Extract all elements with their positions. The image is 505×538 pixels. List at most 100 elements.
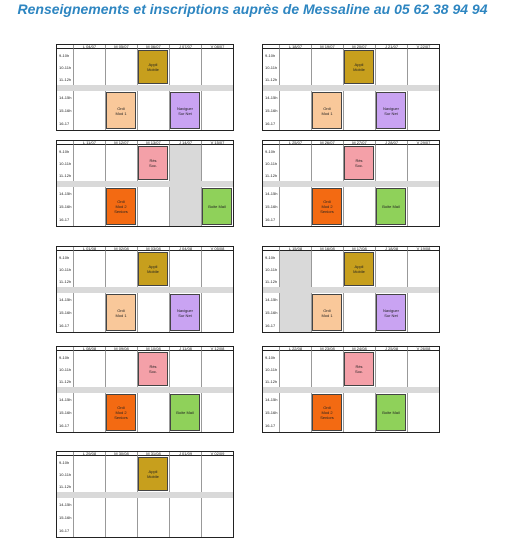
day-header: M 17/08 (343, 247, 375, 251)
time-slot-label: 15-16h (265, 108, 278, 113)
time-slot-label: 9-10h (265, 354, 276, 360)
time-slot-label: 10-11h (265, 160, 278, 166)
workshop-block[interactable]: Ordi Mod 2 Seniors (106, 188, 136, 225)
day-header: J 28/07 (375, 141, 407, 145)
workshop-block[interactable]: Ordi Mod 2 Seniors (312, 394, 342, 431)
workshop-block[interactable]: Ordi Mod 2 Seniors (312, 188, 342, 225)
day-header: V 05/08 (201, 247, 233, 251)
day-header: M 13/07 (137, 141, 169, 145)
lunch-break-bar (57, 181, 233, 187)
day-header: M 26/07 (311, 141, 343, 145)
workshop-label: Seniors (114, 415, 128, 420)
workshop-label: Mod 1 (115, 110, 127, 116)
workshop-block[interactable]: Naviguer Sur Net (376, 92, 406, 129)
workshop-block[interactable]: Naviguer Sur Net (376, 294, 406, 331)
workshop-block[interactable]: Appli Mobile (138, 457, 168, 491)
workshop-label: Mod 1 (321, 312, 333, 318)
workshop-block[interactable]: Naviguer Sur Net (170, 294, 200, 331)
time-slot-label: 9-10h (59, 52, 70, 58)
time-slot-label: 11-12h (265, 278, 278, 284)
lunch-break-bar (263, 85, 439, 91)
workshop-block[interactable]: Appli Mobile (138, 252, 168, 286)
workshop-label: Mobile (147, 67, 159, 72)
time-slot-label: 16-17 (59, 528, 70, 533)
workshop-label: Soc. (148, 369, 157, 374)
workshop-label: Ordi (117, 105, 125, 111)
lunch-break-bar (263, 287, 439, 293)
workshop-label: Ordi (323, 105, 331, 111)
time-slot-label: 9-10h (59, 459, 70, 465)
lunch-break-bar (57, 85, 233, 91)
day-header: M 31/08 (137, 452, 169, 456)
workshop-block[interactable]: Boite Mail (202, 188, 232, 225)
header-corner (57, 45, 73, 49)
time-slot-label: 15-16h (265, 204, 278, 209)
week-schedule: L 29/08 M 30/08 M 31/08 J 01/09 V 02/09 9-10h… (56, 451, 234, 538)
day-header: V 15/07 (201, 141, 233, 145)
week-schedule: L 15/08 M 16/08 M 17/08 J 18/08 V 19/08 9-10h… (262, 246, 440, 333)
workshop-block[interactable]: Boite Mail (170, 394, 200, 431)
workshop-label: Mod 1 (115, 312, 127, 318)
day-header: M 30/08 (105, 452, 137, 456)
day-header: V 02/09 (201, 452, 233, 456)
time-slot-label: 15-16h (265, 310, 278, 315)
workshop-label: Soc. (354, 163, 363, 168)
day-header: L 11/07 (73, 141, 105, 145)
time-slot-label: 10-11h (265, 266, 278, 272)
workshop-label: Naviguer (176, 307, 193, 313)
time-slot-label: 11-12h (265, 378, 278, 384)
day-header: M 06/07 (137, 45, 169, 49)
workshop-block[interactable]: Appli Mobile (344, 252, 374, 286)
workshop-label: Boite Mail (382, 204, 400, 209)
workshop-block[interactable]: Ordi Mod 1 (106, 294, 136, 331)
day-header: L 08/08 (73, 347, 105, 351)
day-header: V 29/07 (407, 141, 439, 145)
week-schedule: L 08/08 M 09/08 M 10/08 J 11/08 V 12/08 9-10h… (56, 346, 234, 433)
workshop-block[interactable]: Rés Soc. (138, 352, 168, 386)
time-slot-label: 11-12h (265, 172, 278, 178)
header-corner (263, 347, 279, 351)
time-slot-label: 9-10h (59, 148, 70, 154)
time-slot-label: 16-17 (265, 323, 276, 328)
workshop-label: Boite Mail (208, 204, 226, 209)
workshop-label: Seniors (320, 415, 334, 420)
workshop-label: Naviguer (382, 105, 399, 111)
time-slot-label: 11-12h (59, 278, 72, 284)
workshop-block[interactable]: Ordi Mod 1 (106, 92, 136, 129)
workshop-block[interactable]: Appli Mobile (138, 50, 168, 84)
workshop-label: Mod 2 (321, 410, 333, 415)
time-slot-label: 11-12h (59, 76, 72, 82)
workshop-label: Boite Mail (382, 410, 400, 415)
header-corner (57, 141, 73, 145)
workshop-block[interactable]: Boite Mail (376, 188, 406, 225)
lunch-break-bar (57, 492, 233, 498)
workshop-block[interactable]: Boite Mail (376, 394, 406, 431)
workshop-block[interactable]: Rés Soc. (138, 146, 168, 180)
workshop-label: Rés (149, 158, 157, 163)
time-slot-label: 16-17 (265, 121, 276, 126)
header-corner (263, 141, 279, 145)
day-header: L 15/08 (279, 247, 311, 251)
workshop-block[interactable]: Ordi Mod 1 (312, 92, 342, 129)
time-slot-label: 15-16h (59, 204, 72, 209)
workshop-block[interactable]: Ordi Mod 1 (312, 294, 342, 331)
time-slot-label: 9-10h (59, 354, 70, 360)
workshop-label: Rés (149, 364, 157, 369)
workshop-block[interactable]: Naviguer Sur Net (170, 92, 200, 129)
workshop-block[interactable]: Rés Soc. (344, 352, 374, 386)
workshop-label: Naviguer (382, 307, 399, 313)
time-slot-label: 10-11h (59, 266, 72, 272)
workshop-block[interactable]: Rés Soc. (344, 146, 374, 180)
week-schedule: L 22/08 M 23/08 M 24/08 J 25/08 V 26/08 9-10h… (262, 346, 440, 433)
day-header: J 14/07 (169, 141, 201, 145)
day-header: M 24/08 (343, 347, 375, 351)
workshop-block[interactable]: Appli Mobile (344, 50, 374, 84)
day-header: L 29/08 (73, 452, 105, 456)
workshop-block[interactable]: Ordi Mod 2 Seniors (106, 394, 136, 431)
time-slot-label: 10-11h (59, 64, 72, 70)
day-header: J 04/08 (169, 247, 201, 251)
lunch-break-bar (57, 387, 233, 393)
workshop-label: Mod 1 (321, 110, 333, 116)
workshop-label: Ordi (117, 405, 125, 410)
time-slot-label: 16-17 (265, 423, 276, 428)
